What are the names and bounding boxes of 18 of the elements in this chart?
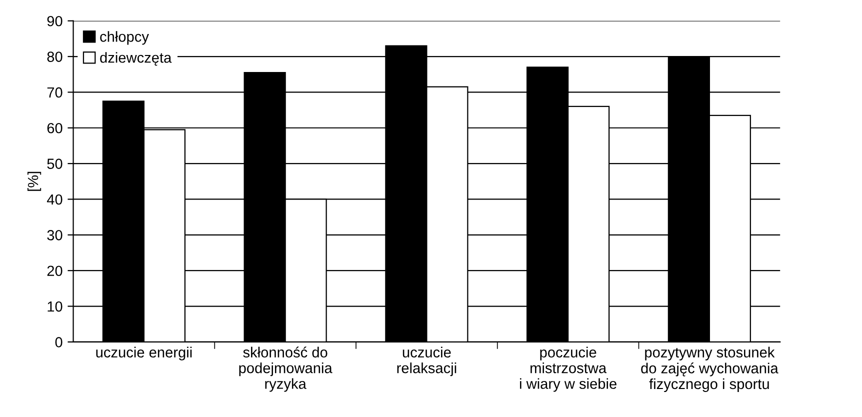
y-tick-label: 0 (55, 337, 62, 348)
legend-label: dziewczęta (100, 52, 172, 66)
x-tick-label: uczucie energii (96, 346, 192, 360)
x-tick-label: uczucie relaksacji (397, 346, 456, 376)
x-tick-label: pozytywny stosunek do zajęć wychowania fizycznego i sportu (641, 346, 778, 392)
x-tick-label: poczucie mistrzostwa i wiary w siebie (520, 346, 616, 392)
y-tick-label: 10 (48, 301, 62, 312)
y-tick-label: 70 (47, 87, 62, 98)
y-tick-label: 30 (47, 230, 62, 240)
y-axis-title: [%] (27, 172, 42, 191)
y-tick-label: 90 (47, 16, 62, 26)
y-tick-label: 20 (47, 266, 62, 276)
x-tick-label: skłonność do podejmowania ryzyka (239, 346, 332, 392)
y-tick-label: 80 (47, 52, 62, 62)
y-tick-label: 40 (46, 194, 62, 205)
legend-label: chłopcy (100, 31, 149, 45)
y-tick-label: 50 (47, 158, 62, 169)
y-tick-label: 60 (47, 122, 62, 134)
